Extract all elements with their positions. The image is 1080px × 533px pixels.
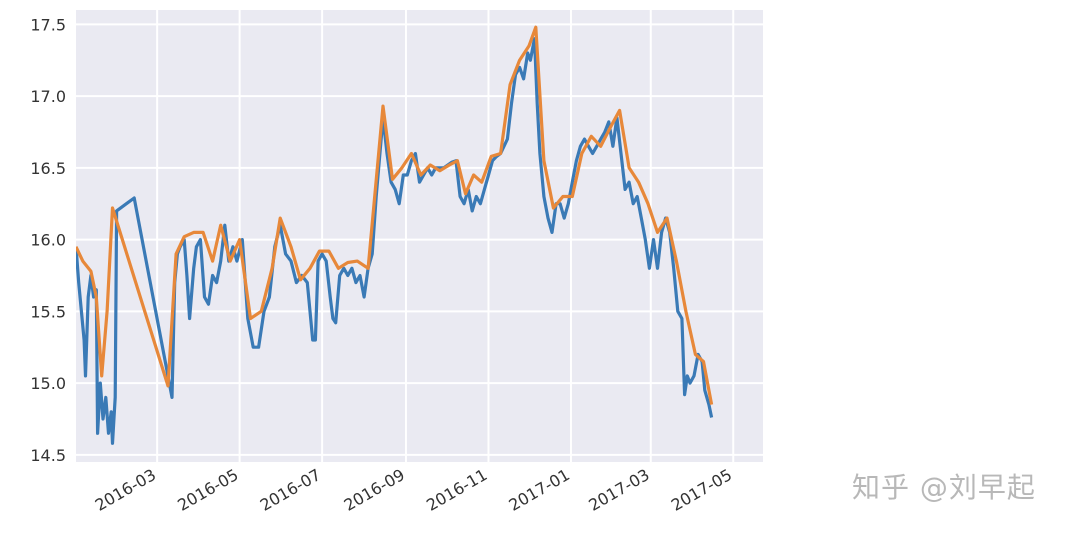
series-1-line	[76, 37, 714, 445]
x-axis-ticks: 2016-03 2016-05 2016-07 2016-09 2016-11 2017-…	[92, 465, 736, 515]
watermark-text: 知乎 @刘早起	[852, 471, 1036, 504]
y-tick-label: 15.5	[30, 302, 66, 321]
x-tick-label: 2016-11	[423, 465, 490, 515]
x-tick-label: 2016-09	[341, 465, 408, 515]
y-tick-label: 14.5	[30, 446, 66, 465]
x-tick-label: 2016-07	[257, 465, 324, 515]
x-tick-label: 2016-05	[174, 465, 241, 515]
y-tick-label: 16.5	[30, 159, 66, 178]
y-tick-label: 15.0	[30, 374, 66, 393]
x-tick-label: 2017-01	[506, 465, 573, 515]
y-axis-ticks: 14.5 15.0 15.5 16.0 16.5 17.0 17.5	[30, 15, 66, 464]
x-tick-label: 2016-03	[92, 465, 159, 515]
x-tick-label: 2017-05	[668, 465, 735, 515]
x-tick-label: 2017-03	[585, 465, 652, 515]
series-2-line	[76, 25, 714, 405]
y-tick-label: 17.5	[30, 15, 66, 34]
y-tick-label: 16.0	[30, 231, 66, 250]
series-layer	[76, 25, 714, 445]
y-tick-label: 17.0	[30, 87, 66, 106]
plot-area	[76, 10, 763, 462]
